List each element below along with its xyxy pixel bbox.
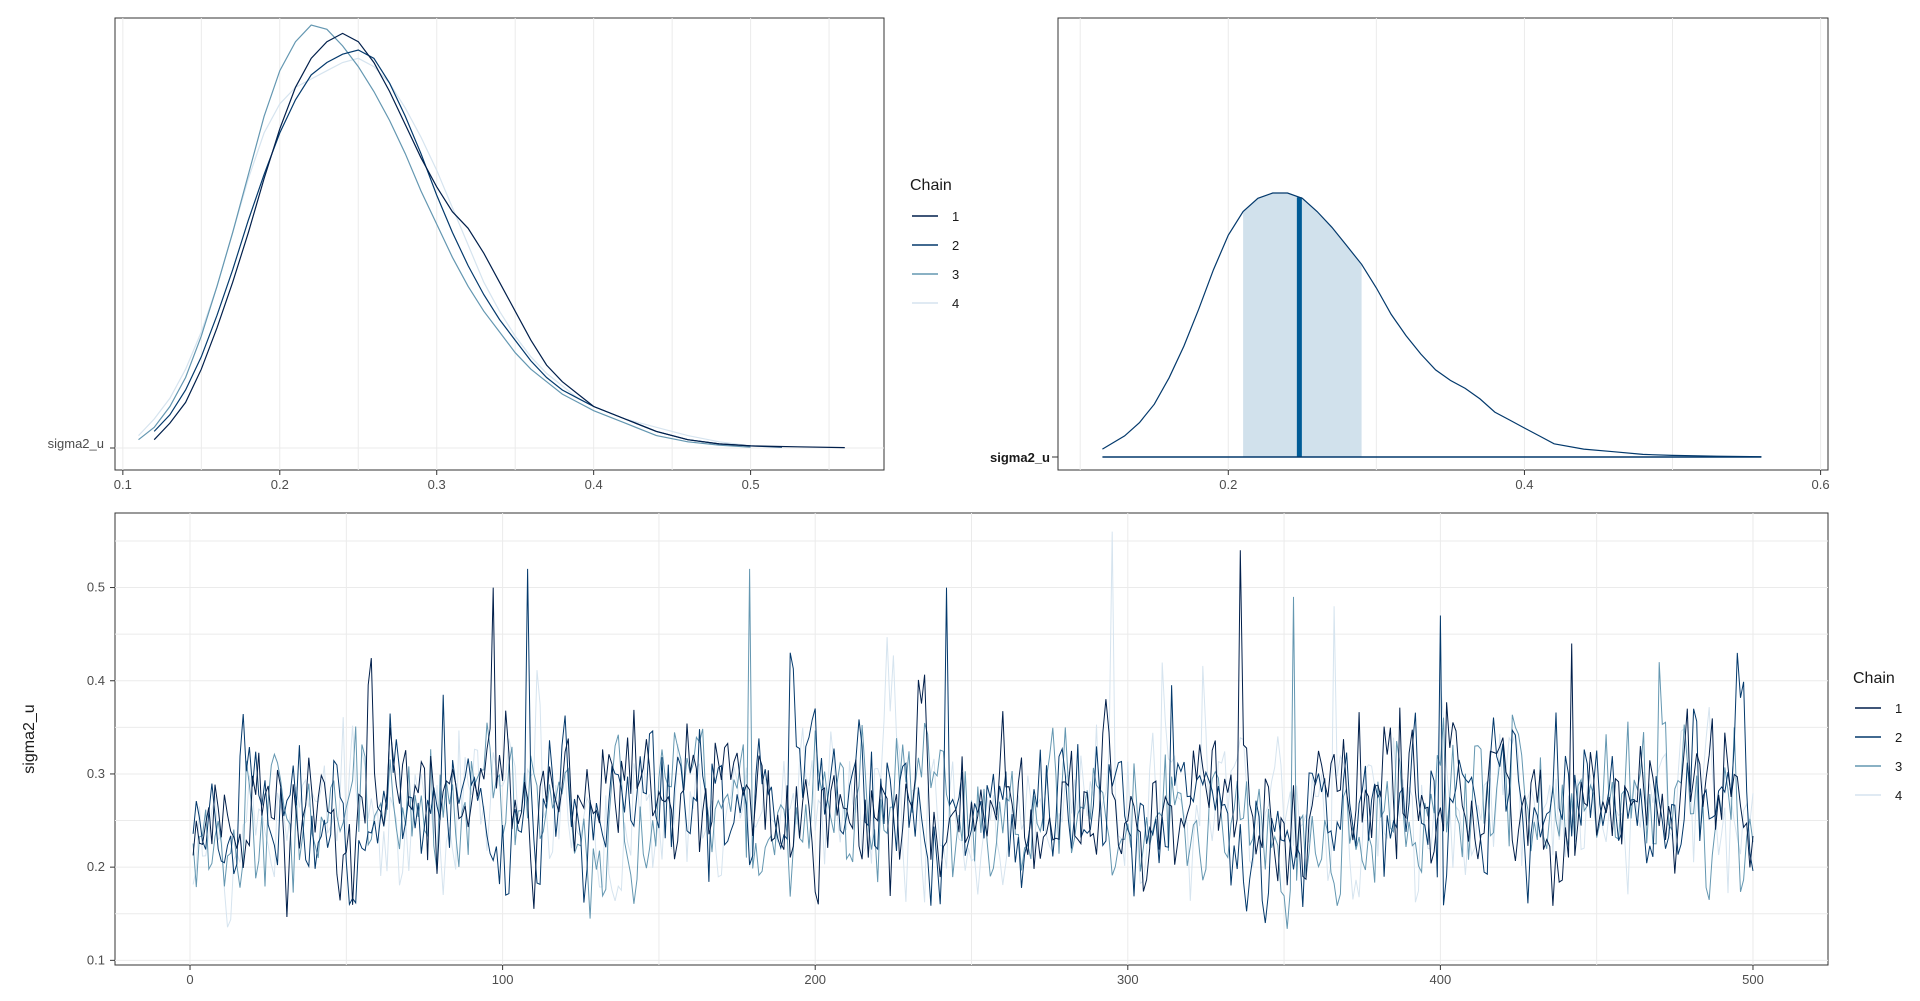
density-overlay-frame: [114, 17, 885, 471]
density-overlay-x-tick-label: 0.1: [114, 477, 132, 492]
trace-line-chain-1: [192, 550, 1754, 918]
trace-y-tick-label: 0.5: [87, 580, 105, 595]
trace-lines: [192, 531, 1754, 929]
density-line-chain-1: [153, 32, 845, 449]
trace-x-tick-label: 0: [186, 972, 193, 987]
density-overlay-x-tick-label: 0.5: [742, 477, 760, 492]
trace-y-axis-label: sigma2_u: [21, 704, 38, 773]
posterior-interval-x-axis: 0.2 0.4 0.6: [1219, 470, 1830, 492]
posterior-density-curve: [1102, 192, 1762, 458]
posterior-interval-grid: [1079, 18, 1822, 470]
density-overlay-legend: Chain 1 2 3 4: [910, 177, 959, 311]
trace-x-tick-label: 500: [1742, 972, 1764, 987]
legend-label-chain-3: 3: [952, 267, 959, 282]
legend-items: 1 2 3 4: [912, 209, 959, 311]
legend-label-chain-2: 2: [1895, 730, 1902, 745]
trace-x-tick-label: 100: [492, 972, 514, 987]
density-overlay-grid: [115, 18, 884, 470]
density-line-chain-3: [138, 24, 751, 448]
trace-y-tick-label: 0.1: [87, 952, 105, 967]
posterior-interval-panel: sigma2_u 0.2 0.4 0.6: [990, 17, 1830, 492]
density-overlay-x-tick-label: 0.2: [271, 477, 289, 492]
legend-label-chain-4: 4: [1895, 788, 1902, 803]
density-overlay-y-tick: sigma2_u: [48, 436, 104, 451]
legend-label-chain-2: 2: [952, 238, 959, 253]
posterior-interval-density: [1102, 192, 1762, 458]
trace-y-tick-label: 0.4: [87, 673, 105, 688]
legend-title: Chain: [910, 177, 952, 194]
density-overlay-x-axis: 0.1 0.2 0.3 0.4 0.5: [110, 447, 760, 492]
trace-x-tick-label: 400: [1430, 972, 1452, 987]
density-overlay-panel: sigma2_u 0.1 0.2 0.3 0.4 0.5: [48, 17, 885, 492]
trace-y-axis: 0.1 0.2 0.3 0.4 0.5: [87, 580, 115, 967]
trace-panel: 0 100 200 300 400 500 0.1 0.2 0.3 0.4 0.5 sigma2_…: [21, 512, 1829, 987]
legend-label-chain-1: 1: [952, 209, 959, 224]
trace-x-axis: 0 100 200 300 400 500: [186, 965, 1764, 987]
posterior-interval-x-tick-label: 0.4: [1515, 477, 1533, 492]
trace-legend: Chain 1 2 3 4: [1853, 670, 1902, 803]
density-overlay-lines: [138, 24, 845, 449]
legend-label-chain-4: 4: [952, 296, 959, 311]
density-overlay-x-tick-label: 0.3: [428, 477, 446, 492]
trace-y-tick-label: 0.3: [87, 766, 105, 781]
trace-y-tick-label: 0.2: [87, 859, 105, 874]
trace-x-tick-label: 300: [1117, 972, 1139, 987]
posterior-interval-x-tick-label: 0.6: [1812, 477, 1830, 492]
trace-x-tick-label: 200: [804, 972, 826, 987]
legend-label-chain-3: 3: [1895, 759, 1902, 774]
credible-interval-area: [1243, 193, 1362, 457]
legend-title: Chain: [1853, 670, 1895, 687]
posterior-interval-y-tick: sigma2_u: [990, 450, 1050, 465]
posterior-interval-frame: [1057, 17, 1829, 471]
legend-label-chain-1: 1: [1895, 701, 1902, 716]
trace-line-chain-4: [192, 531, 1754, 928]
legend-items: 1 2 3 4: [1855, 701, 1902, 803]
posterior-interval-x-tick-label: 0.2: [1219, 477, 1237, 492]
trace-line-chain-3: [192, 568, 1754, 929]
density-overlay-x-tick-label: 0.4: [585, 477, 603, 492]
